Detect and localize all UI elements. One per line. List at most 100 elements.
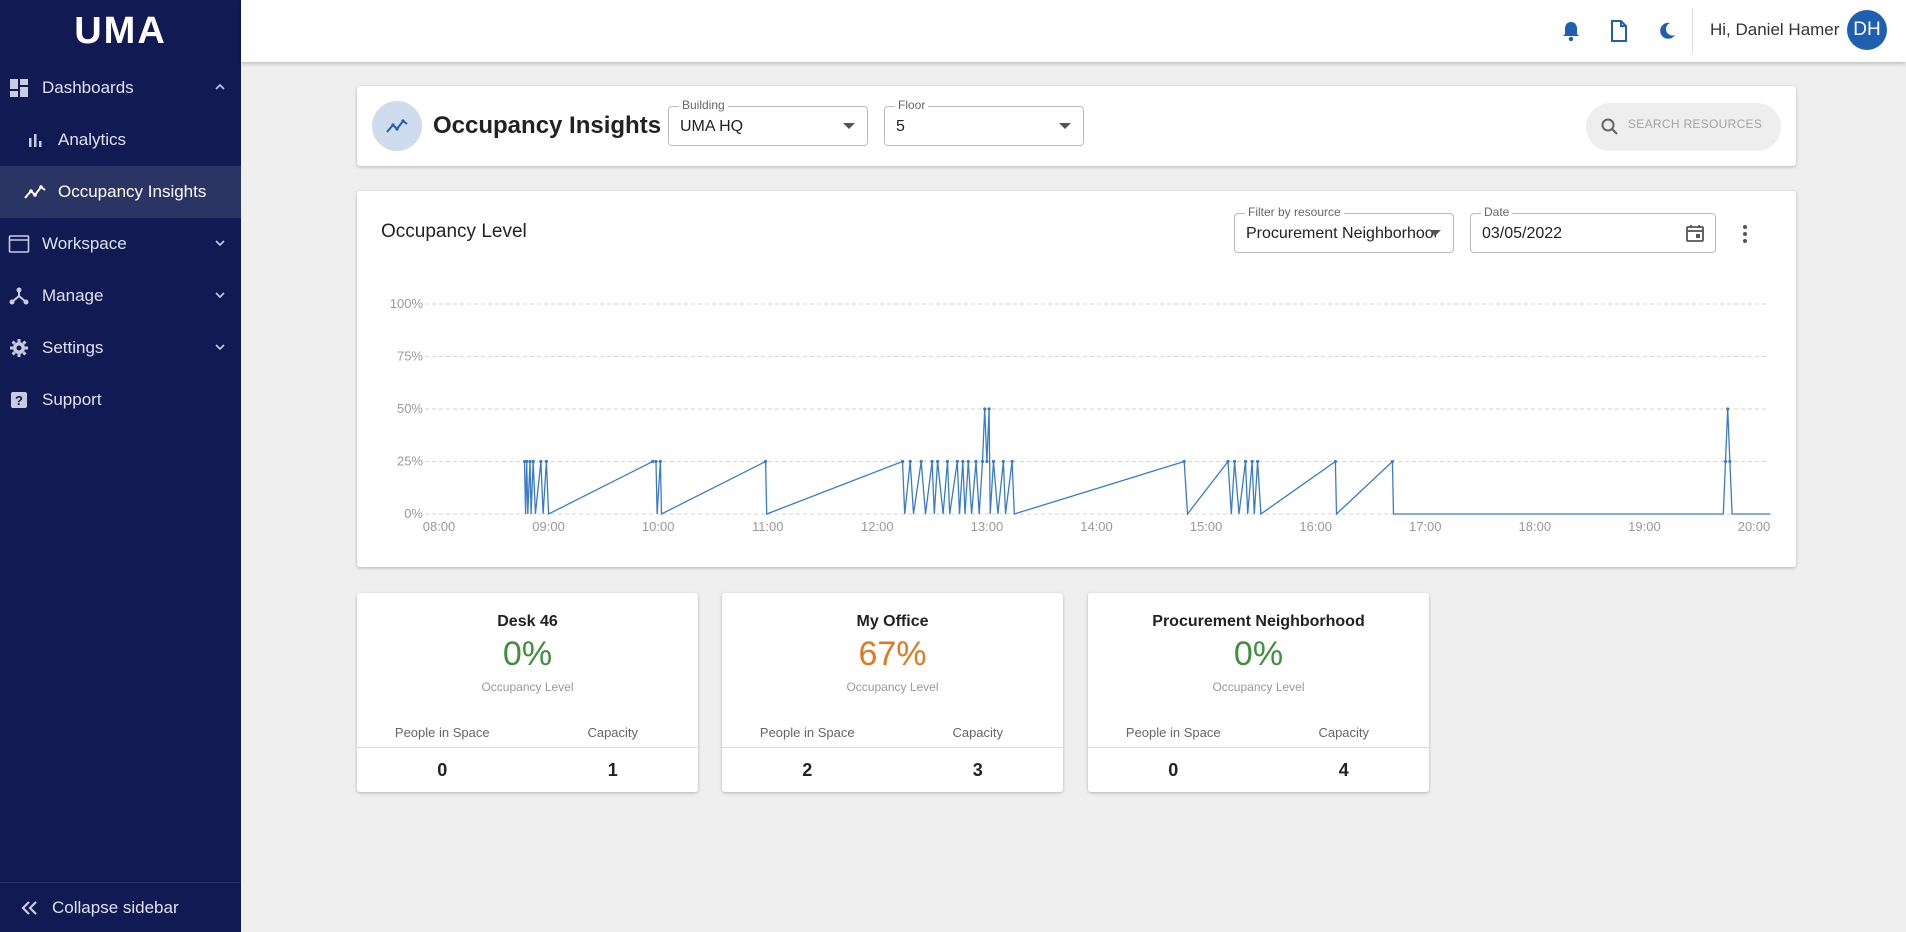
people-label: People in Space: [1125, 725, 1221, 740]
x-tick-label: 18:00: [1519, 519, 1552, 534]
stat-card-procurement-neighborhood[interactable]: Procurement Neighborhood 0% Occupancy Le…: [1088, 593, 1429, 792]
moon-icon[interactable]: [1655, 19, 1679, 43]
uma-logo[interactable]: UMA: [74, 9, 167, 52]
data-point[interactable]: [1226, 459, 1230, 464]
sidebar-item-label: Manage: [42, 286, 104, 305]
data-point[interactable]: [1333, 459, 1337, 464]
dropdown-arrow-icon: [1429, 230, 1441, 236]
y-tick-label: 25%: [397, 454, 423, 469]
data-point[interactable]: [966, 459, 970, 464]
data-point[interactable]: [930, 459, 934, 464]
data-point[interactable]: [544, 459, 548, 464]
filter-value: Procurement Neighborhood: [1246, 225, 1436, 242]
data-point[interactable]: [919, 459, 923, 464]
filter-label: Filter by resource: [1245, 205, 1344, 219]
divider: [357, 747, 698, 748]
sidebar-item-workspace[interactable]: Workspace: [0, 218, 241, 270]
data-point[interactable]: [955, 459, 959, 464]
data-point[interactable]: [908, 459, 912, 464]
data-point[interactable]: [985, 459, 989, 464]
data-point[interactable]: [525, 459, 529, 464]
people-value: 2: [802, 760, 813, 780]
date-field[interactable]: Date 03/05/2022: [1470, 205, 1716, 253]
data-point[interactable]: [936, 459, 940, 464]
data-point[interactable]: [1182, 459, 1186, 464]
data-point[interactable]: [531, 459, 535, 464]
data-point[interactable]: [654, 459, 658, 464]
sidebar-item-dashboards[interactable]: Dashboards: [0, 62, 241, 114]
stat-card-my-office[interactable]: My Office 67% Occupancy Level People in …: [722, 593, 1063, 792]
x-tick-label: 09:00: [532, 519, 565, 534]
data-point[interactable]: [1010, 459, 1014, 464]
capacity-label: Capacity: [587, 725, 639, 740]
sidebar-item-occupancy-insights[interactable]: Occupancy Insights: [0, 166, 241, 218]
avatar[interactable]: DH: [1847, 10, 1887, 50]
sidebar-item-label: Workspace: [42, 234, 127, 253]
data-point[interactable]: [961, 459, 965, 464]
data-point[interactable]: [991, 459, 996, 464]
x-tick-label: 13:00: [971, 519, 1004, 534]
sidebar: UMA Dashboards Analytics Occupancy Insig…: [0, 0, 241, 932]
data-point[interactable]: [980, 459, 985, 464]
stat-subtitle: Occupancy Level: [481, 680, 574, 694]
data-point[interactable]: [528, 459, 532, 464]
divider: [722, 747, 1063, 748]
chevron-down-icon: [215, 344, 225, 351]
bar-chart-icon: [24, 129, 46, 151]
capacity-label: Capacity: [952, 725, 1004, 740]
data-point[interactable]: [1255, 459, 1260, 464]
data-point[interactable]: [945, 459, 950, 464]
calendar-icon[interactable]: [1685, 223, 1705, 243]
stat-card-desk-46[interactable]: Desk 46 0% Occupancy Level People in Spa…: [357, 593, 698, 792]
floor-select[interactable]: Floor 5: [884, 98, 1084, 146]
page-title: Occupancy Insights: [433, 112, 662, 139]
sidebar-item-analytics[interactable]: Analytics: [0, 114, 241, 166]
date-value: 03/05/2022: [1482, 225, 1563, 242]
data-point[interactable]: [522, 459, 527, 464]
data-point[interactable]: [1001, 459, 1005, 464]
sidebar-item-label: Dashboards: [42, 78, 134, 97]
chevron-up-icon: [215, 83, 225, 90]
bell-icon[interactable]: [1559, 19, 1583, 43]
building-select[interactable]: Building UMA HQ: [668, 98, 868, 146]
dropdown-arrow-icon: [1059, 123, 1071, 129]
data-point[interactable]: [539, 459, 543, 464]
data-point[interactable]: [1243, 459, 1248, 464]
sidebar-item-label: Settings: [42, 338, 104, 357]
y-tick-label: 0%: [404, 506, 423, 521]
data-point[interactable]: [651, 459, 655, 464]
data-point[interactable]: [987, 407, 991, 411]
network-icon: [8, 285, 30, 307]
data-point[interactable]: [1390, 459, 1394, 464]
resource-filter-select[interactable]: Filter by resource Procurement Neighborh…: [1234, 205, 1454, 253]
data-point[interactable]: [983, 407, 987, 411]
search-box: [1586, 103, 1781, 151]
data-point[interactable]: [900, 459, 905, 464]
dropdown-arrow-icon: [843, 123, 855, 129]
sidebar-item-support[interactable]: ? Support: [0, 374, 241, 426]
data-point[interactable]: [1726, 407, 1730, 411]
sidebar-item-settings[interactable]: Settings: [0, 322, 241, 374]
people-label: People in Space: [394, 725, 490, 740]
floor-label: Floor: [895, 98, 929, 112]
top-bar: Hi, Daniel Hamer DH: [241, 0, 1906, 62]
stat-name: My Office: [856, 613, 929, 630]
data-point[interactable]: [763, 459, 768, 464]
collapse-sidebar-button[interactable]: Collapse sidebar: [0, 882, 241, 932]
document-icon[interactable]: [1607, 19, 1631, 43]
sidebar-item-manage[interactable]: Manage: [0, 270, 241, 322]
stat-name: Desk 46: [497, 613, 558, 630]
more-options-icon[interactable]: [1742, 224, 1748, 249]
dashboard-icon: [8, 77, 30, 99]
capacity-label: Capacity: [1318, 725, 1370, 740]
stat-subtitle: Occupancy Level: [846, 680, 939, 694]
data-point[interactable]: [1250, 459, 1254, 464]
data-point[interactable]: [974, 459, 978, 464]
stat-percent: 0%: [1233, 635, 1284, 673]
data-point[interactable]: [1232, 459, 1237, 464]
x-tick-label: 19:00: [1628, 519, 1661, 534]
search-input[interactable]: [1628, 117, 1768, 131]
data-point[interactable]: [1723, 459, 1728, 464]
data-point[interactable]: [1728, 459, 1732, 464]
data-point[interactable]: [658, 459, 662, 464]
